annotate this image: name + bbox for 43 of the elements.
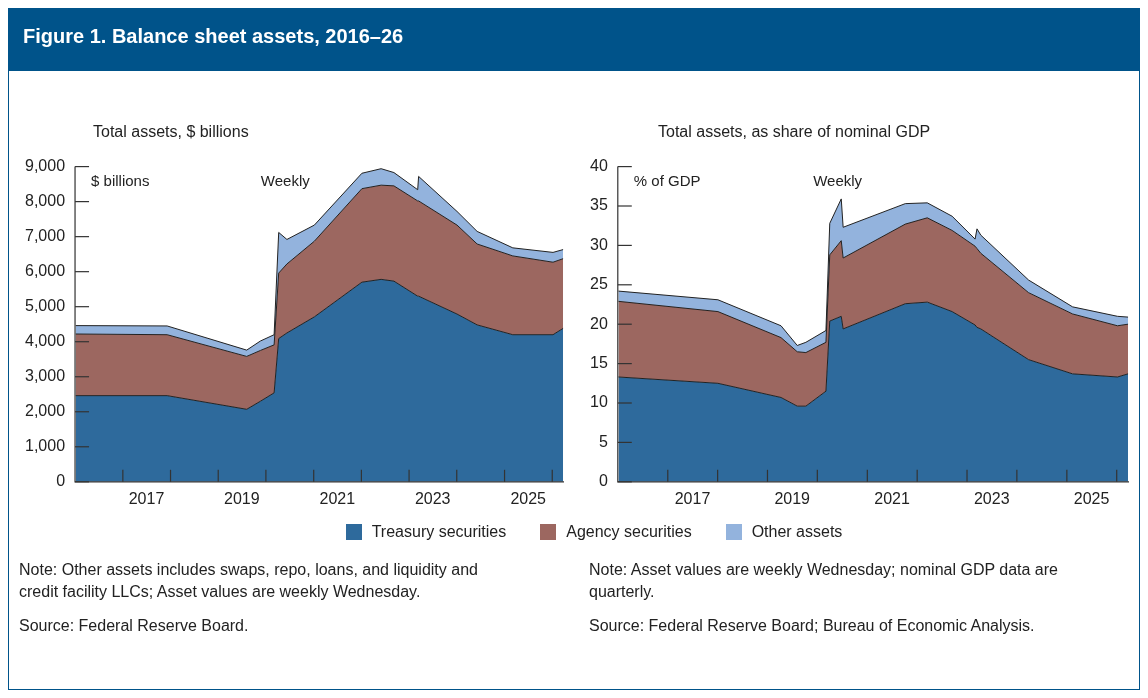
x-tick-label: 2025 [1073,489,1110,507]
y-tick-label: 30 [590,235,608,253]
legend-label: Agency securities [566,523,692,541]
x-tick-label: 2021 [874,489,910,507]
y-tick-label: 9,000 [24,157,66,175]
legend-label: Treasury securities [371,523,507,541]
y-tick-label: 40 [590,157,608,175]
x-tick-label: 2017 [674,489,711,507]
x-tick-label: 2023 [973,489,1010,507]
text: Note: Asset values are weekly Wednesday; nominal GDP data are quarterly. [589,560,1059,602]
chart-subtitle: Total assets, $ billions [93,123,250,141]
y-tick-label: 6,000 [24,262,66,280]
y-tick-label: 2,000 [24,402,66,420]
y-tick-label: 35 [590,196,608,214]
annotation: Weekly [813,172,863,190]
annotation: $ billions [91,172,150,190]
chart-title: Figure 1. Balance sheet assets, 2016–26 [9,9,1139,71]
y-tick-label: 7,000 [24,227,66,245]
text: Note: Other assets includes swaps, repo, loans, and liquidity and credit facility LLCs; Asset values are weekly Wednesday. [19,560,479,602]
x-tick-label: 2019 [224,489,260,507]
y-tick-label: 8,000 [24,192,66,210]
y-tick-label: 5,000 [24,297,66,315]
source-note: Source: Federal Reserve Board. [19,616,250,636]
annotation: % of GDP [633,172,701,190]
y-tick-label: 10 [590,393,608,411]
x-tick-label: 2023 [414,489,451,507]
y-tick-label: 1,000 [24,437,66,455]
y-tick-label: 0 [56,472,66,490]
y-tick-label: 20 [590,314,608,332]
y-tick-label: 3,000 [24,367,66,385]
y-tick-label: 0 [598,472,608,490]
chart-subtitle: Total assets, as share of nominal GDP [658,123,932,141]
y-tick-label: 25 [590,275,608,293]
y-tick-label: 15 [590,354,608,372]
x-tick-label: 2025 [510,489,547,507]
x-tick-label: 2021 [319,489,356,507]
x-tick-label: 2017 [128,489,165,507]
annotation: Weekly [260,172,311,190]
y-tick-label: 4,000 [24,332,66,350]
x-tick-label: 2019 [774,489,811,507]
legend-label: Other assets [751,523,843,541]
y-tick-label: 5 [598,432,608,450]
source-note: Source: Federal Reserve Board; Bureau of Economic Analysis. [589,616,1036,636]
